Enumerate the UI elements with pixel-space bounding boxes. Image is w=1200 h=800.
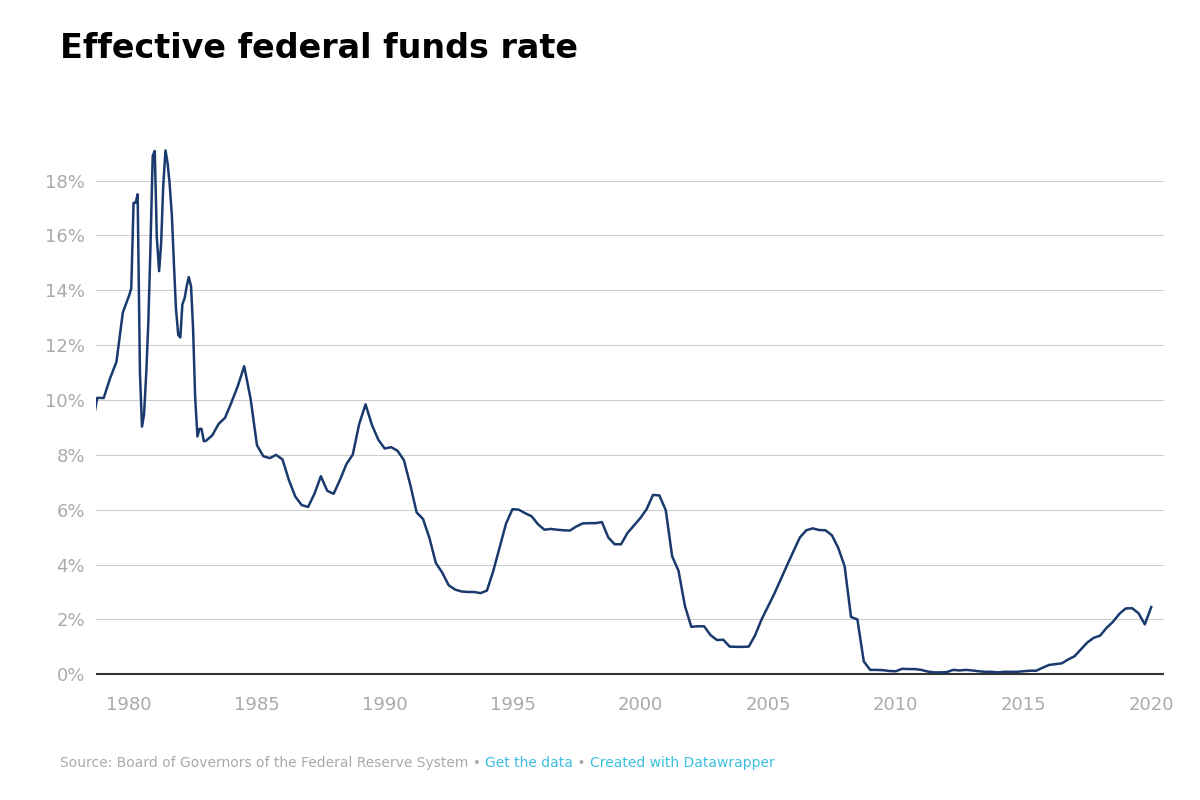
Text: •: • <box>574 755 590 770</box>
Text: Effective federal funds rate: Effective federal funds rate <box>60 32 578 65</box>
Text: Source: Board of Governors of the Federal Reserve System •: Source: Board of Governors of the Federa… <box>60 755 485 770</box>
Text: Get the data: Get the data <box>485 755 574 770</box>
Text: Created with Datawrapper: Created with Datawrapper <box>590 755 775 770</box>
